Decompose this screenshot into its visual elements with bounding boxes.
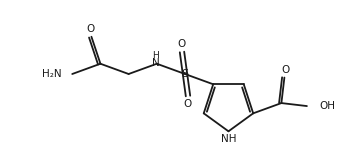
Text: O: O <box>178 39 186 49</box>
Text: O: O <box>184 99 192 109</box>
Text: S: S <box>181 69 189 79</box>
Text: H₂N: H₂N <box>42 69 61 79</box>
Text: OH: OH <box>319 101 335 111</box>
Text: O: O <box>86 24 94 34</box>
Text: O: O <box>281 65 290 75</box>
Text: N: N <box>152 58 160 68</box>
Text: H: H <box>152 51 159 60</box>
Text: NH: NH <box>221 134 236 144</box>
